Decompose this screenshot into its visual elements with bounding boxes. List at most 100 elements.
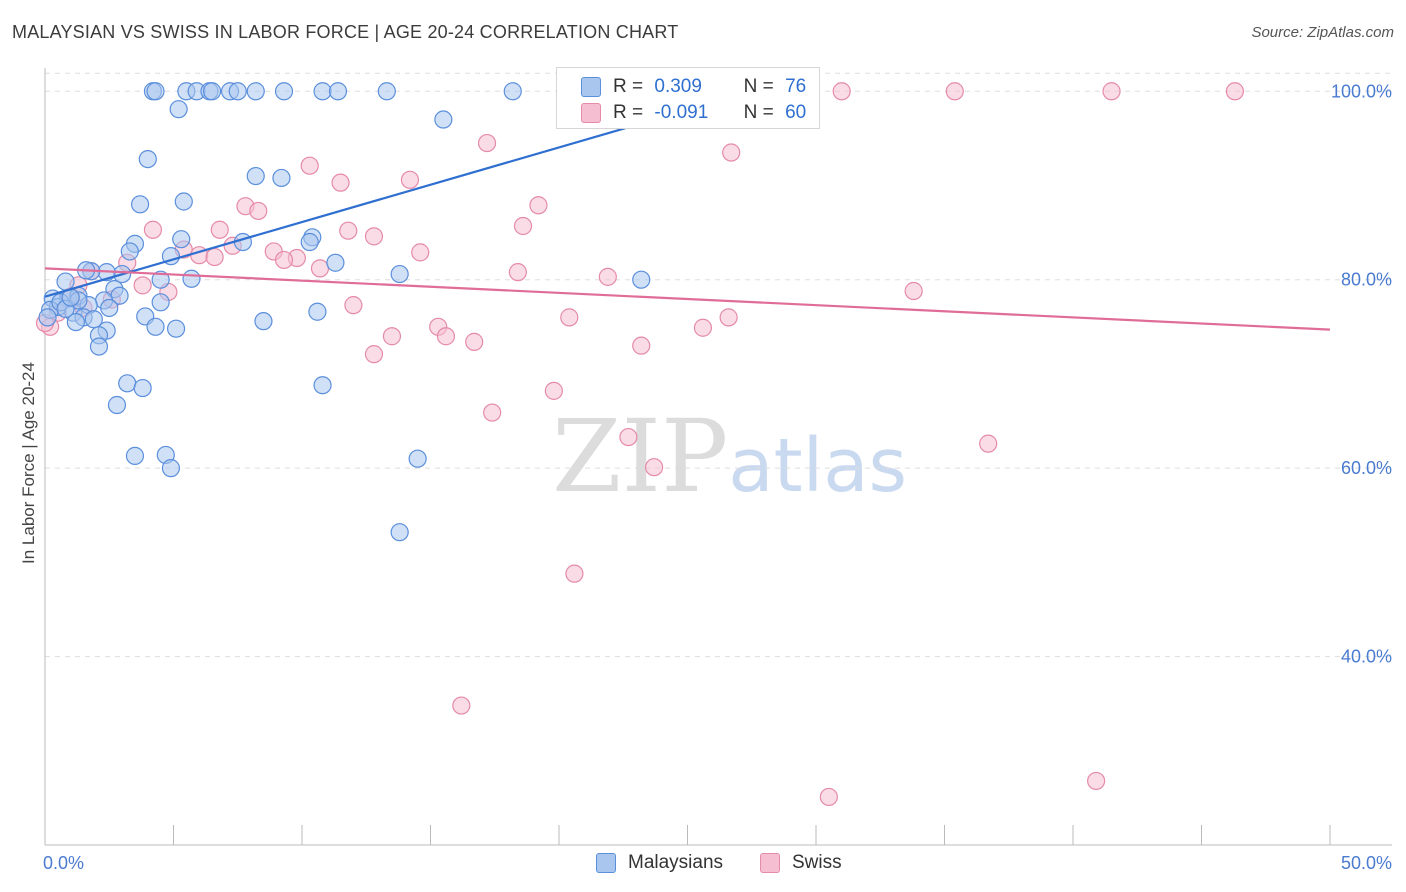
swiss-point bbox=[436, 327, 456, 346]
legend-r-label: R = bbox=[613, 76, 644, 97]
swiss-point bbox=[945, 82, 964, 101]
swiss-point bbox=[364, 227, 384, 246]
legend-r-value-malaysians: 0.309 bbox=[654, 76, 702, 97]
chart-title: MALAYSIAN VS SWISS IN LABOR FORCE | AGE … bbox=[12, 22, 679, 42]
malaysian-point bbox=[107, 395, 127, 415]
malaysian-point bbox=[130, 195, 150, 214]
swiss-point bbox=[382, 327, 402, 346]
malaysian-point bbox=[56, 272, 75, 291]
malaysian-point bbox=[503, 82, 522, 101]
swiss-point bbox=[529, 196, 548, 215]
legend-n-label: N = bbox=[743, 76, 774, 97]
swiss-point bbox=[598, 267, 617, 286]
malaysian-point bbox=[125, 446, 145, 465]
malaysian-point bbox=[146, 82, 165, 101]
malaysian-point bbox=[274, 82, 294, 101]
malaysian-point bbox=[313, 82, 332, 101]
malaysian-point bbox=[169, 100, 188, 119]
swiss-point bbox=[619, 427, 638, 447]
swiss-point bbox=[832, 82, 851, 101]
watermark: ZIPatlas bbox=[552, 398, 907, 515]
swiss-point bbox=[719, 308, 738, 327]
malaysian-point bbox=[390, 264, 409, 284]
swiss-point bbox=[1102, 82, 1121, 101]
swiss-point bbox=[477, 133, 497, 153]
swiss-point bbox=[210, 220, 229, 239]
swiss-point bbox=[411, 243, 430, 262]
legend-r-value-swiss: -0.091 bbox=[654, 102, 709, 123]
swiss-point bbox=[819, 787, 838, 807]
legend-swatch-malaysians bbox=[581, 77, 601, 97]
swiss-point bbox=[400, 170, 420, 189]
swiss-point bbox=[693, 318, 713, 337]
x-tick-label-min: 0.0% bbox=[43, 853, 84, 873]
x-tick-label-max: 50.0% bbox=[1341, 853, 1392, 873]
malaysian-point bbox=[202, 82, 222, 101]
swiss-point bbox=[331, 173, 350, 192]
legend-n-value-swiss: 60 bbox=[785, 102, 807, 123]
axes bbox=[44, 68, 1392, 846]
legend-r-label: R = bbox=[613, 102, 644, 123]
legend-n-label: N = bbox=[743, 102, 774, 123]
swiss-point bbox=[465, 332, 484, 351]
malaysian-point bbox=[272, 168, 291, 188]
swiss-point bbox=[133, 276, 152, 295]
swiss-point bbox=[513, 216, 533, 236]
malaysian-point bbox=[300, 232, 319, 252]
malaysian-point bbox=[326, 253, 345, 272]
y-axis-tick-labels: 100.0% 80.0% 60.0% 40.0% bbox=[1331, 81, 1392, 666]
swiss-trend-line bbox=[44, 267, 1331, 331]
legend-text-malaysians: R = 0.309 N = 76 bbox=[613, 76, 806, 98]
correlation-legend: R = 0.309 N = 76 R = -0.091 N = 60 bbox=[556, 67, 820, 129]
swiss-points bbox=[35, 82, 1245, 807]
malaysian-point bbox=[138, 150, 157, 169]
swiss-point bbox=[904, 281, 923, 301]
malaysian-point bbox=[308, 302, 327, 321]
malaysian-point bbox=[146, 317, 165, 336]
malaysian-point bbox=[166, 319, 186, 338]
swiss-point bbox=[722, 143, 741, 162]
malaysian-point bbox=[254, 312, 273, 331]
malaysian-point bbox=[151, 293, 170, 312]
malaysian-point bbox=[246, 82, 265, 101]
malaysian-point bbox=[89, 337, 109, 356]
malaysian-point bbox=[151, 270, 170, 289]
gridlines bbox=[45, 72, 1392, 658]
malaysian-point bbox=[120, 242, 139, 261]
malaysian-point bbox=[632, 270, 651, 289]
malaysian-point bbox=[377, 82, 396, 101]
swiss-point bbox=[483, 403, 502, 422]
swiss-point bbox=[1225, 82, 1245, 101]
swiss-point bbox=[205, 247, 224, 267]
swiss-point bbox=[979, 434, 998, 453]
malaysian-point bbox=[313, 376, 332, 395]
swiss-point bbox=[565, 564, 584, 583]
swiss-point bbox=[644, 458, 664, 477]
malaysian-point bbox=[161, 459, 181, 478]
swiss-point bbox=[143, 220, 163, 239]
y-axis-label: In Labor Force | Age 20-24 bbox=[19, 362, 38, 564]
malaysian-point bbox=[133, 378, 152, 398]
swiss-point bbox=[560, 308, 579, 327]
malaysian-point bbox=[118, 374, 137, 393]
malaysian-point bbox=[172, 230, 191, 249]
y-tick-label: 60.0% bbox=[1341, 458, 1392, 478]
malaysian-point bbox=[84, 310, 103, 329]
malaysian-point bbox=[408, 449, 427, 468]
x-axis-ticks bbox=[173, 825, 1331, 845]
malaysian-trend-line bbox=[44, 109, 688, 298]
watermark-atlas: atlas bbox=[728, 423, 908, 509]
swiss-point bbox=[364, 345, 384, 364]
y-tick-label: 80.0% bbox=[1341, 270, 1392, 290]
source-label: Source: ZipAtlas.com bbox=[1251, 24, 1394, 41]
bottom-legend-label-swiss: Swiss bbox=[792, 852, 842, 873]
bottom-legend-swatch-malaysians bbox=[596, 853, 616, 873]
swiss-point bbox=[452, 696, 471, 715]
malaysian-point bbox=[66, 312, 85, 332]
y-tick-label: 40.0% bbox=[1341, 647, 1392, 667]
malaysian-point bbox=[228, 82, 247, 101]
malaysian-point bbox=[182, 269, 201, 288]
swiss-point bbox=[310, 259, 330, 278]
malaysian-point bbox=[246, 166, 265, 186]
